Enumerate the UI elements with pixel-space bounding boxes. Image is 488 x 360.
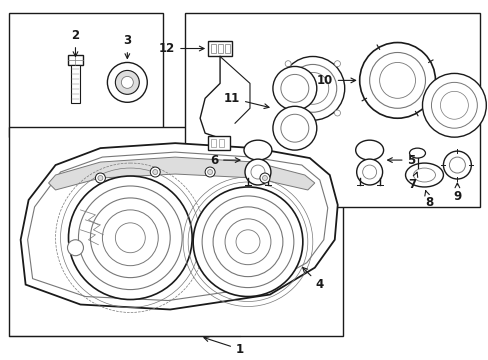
PathPatch shape bbox=[20, 143, 337, 310]
Circle shape bbox=[334, 61, 340, 67]
Circle shape bbox=[204, 167, 215, 177]
Circle shape bbox=[334, 110, 340, 116]
Circle shape bbox=[272, 67, 316, 110]
Bar bbox=[9, 127, 342, 336]
Circle shape bbox=[115, 223, 145, 253]
Bar bbox=[67, 55, 83, 66]
Circle shape bbox=[236, 230, 260, 254]
Circle shape bbox=[121, 76, 133, 88]
Circle shape bbox=[102, 210, 158, 266]
Circle shape bbox=[250, 165, 264, 179]
Bar bbox=[208, 41, 232, 57]
Bar bbox=[211, 139, 216, 147]
Circle shape bbox=[362, 165, 376, 179]
Circle shape bbox=[115, 71, 139, 94]
Ellipse shape bbox=[355, 140, 383, 160]
Circle shape bbox=[244, 159, 270, 185]
Circle shape bbox=[440, 91, 468, 119]
Circle shape bbox=[448, 157, 465, 173]
Circle shape bbox=[379, 62, 415, 98]
Text: 3: 3 bbox=[123, 34, 131, 58]
Circle shape bbox=[262, 176, 267, 180]
Bar bbox=[219, 139, 224, 147]
Text: 4: 4 bbox=[302, 267, 323, 291]
Circle shape bbox=[296, 72, 328, 104]
Text: 10: 10 bbox=[316, 74, 355, 87]
Text: 9: 9 bbox=[452, 183, 461, 203]
Circle shape bbox=[288, 64, 336, 112]
Bar bbox=[9, 13, 163, 137]
Bar bbox=[211, 44, 216, 54]
Circle shape bbox=[78, 186, 182, 289]
Circle shape bbox=[152, 170, 158, 175]
Bar bbox=[224, 44, 229, 54]
Circle shape bbox=[280, 57, 344, 120]
Circle shape bbox=[67, 240, 83, 256]
Text: 11: 11 bbox=[224, 92, 268, 108]
Circle shape bbox=[150, 167, 160, 177]
Circle shape bbox=[193, 187, 302, 297]
Ellipse shape bbox=[405, 163, 443, 187]
Circle shape bbox=[68, 176, 192, 300]
Circle shape bbox=[356, 159, 382, 185]
Bar bbox=[71, 66, 81, 103]
Circle shape bbox=[207, 170, 212, 175]
Circle shape bbox=[213, 207, 283, 276]
PathPatch shape bbox=[27, 152, 327, 301]
Text: 2: 2 bbox=[71, 29, 80, 57]
Circle shape bbox=[422, 73, 486, 137]
Bar bbox=[218, 44, 223, 54]
Circle shape bbox=[369, 53, 425, 108]
Circle shape bbox=[260, 173, 269, 183]
Circle shape bbox=[359, 42, 435, 118]
Ellipse shape bbox=[244, 140, 271, 160]
Circle shape bbox=[280, 75, 308, 102]
Circle shape bbox=[95, 173, 105, 183]
Bar bbox=[185, 13, 479, 207]
Ellipse shape bbox=[413, 168, 435, 182]
Text: 12: 12 bbox=[159, 42, 203, 55]
PathPatch shape bbox=[48, 157, 314, 190]
Circle shape bbox=[443, 151, 470, 179]
Circle shape bbox=[98, 176, 102, 180]
Circle shape bbox=[285, 61, 290, 67]
Text: 1: 1 bbox=[203, 337, 244, 356]
Text: 7: 7 bbox=[407, 172, 417, 192]
Circle shape bbox=[430, 82, 476, 128]
Circle shape bbox=[107, 62, 147, 102]
Ellipse shape bbox=[408, 148, 425, 158]
Circle shape bbox=[272, 106, 316, 150]
Circle shape bbox=[90, 198, 170, 278]
Text: 5: 5 bbox=[387, 154, 415, 167]
Text: 8: 8 bbox=[424, 190, 433, 210]
Circle shape bbox=[280, 114, 308, 142]
Circle shape bbox=[202, 196, 293, 288]
Text: 6: 6 bbox=[209, 154, 240, 167]
Circle shape bbox=[285, 110, 290, 116]
Circle shape bbox=[224, 219, 270, 265]
Bar bbox=[208, 136, 229, 150]
